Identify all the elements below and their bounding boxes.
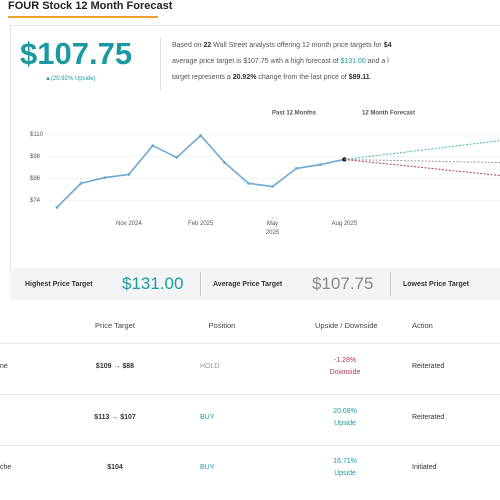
- text-segment: Wall Street analysts offering 12 month p…: [211, 42, 384, 49]
- text-line: target represents a 20.92% change from t…: [172, 70, 500, 86]
- price-point: [151, 144, 155, 147]
- y-tick-label: $98: [30, 154, 41, 160]
- price-point: [79, 181, 83, 185]
- forecast-line: [344, 158, 500, 177]
- price-target: $104: [107, 464, 123, 471]
- price-point: [223, 161, 227, 164]
- text-segment: $4: [383, 42, 392, 49]
- y-tick-label: $86: [30, 176, 41, 182]
- price-point: [271, 185, 274, 188]
- change: 16.71%: [333, 458, 357, 465]
- x-tick-label: Feb 2025: [187, 221, 214, 227]
- forecast-line: [344, 158, 500, 164]
- text-segment: and a l: [365, 58, 389, 65]
- title-underline: [8, 16, 158, 18]
- change: 20.08%: [333, 408, 357, 415]
- price-point: [103, 176, 107, 179]
- price-target: $109 → $88: [95, 363, 135, 370]
- page-title: FOUR Stock 12 Month Forecast: [8, 0, 173, 12]
- direction: Downside: [329, 369, 361, 376]
- price-point: [175, 156, 179, 159]
- target-label: Lowest Price Target: [403, 281, 470, 288]
- separator: [390, 272, 391, 296]
- x-tick-label: Nov 2024: [115, 221, 142, 227]
- position: BUY: [200, 414, 215, 421]
- price-point: [199, 134, 203, 137]
- text-segment: 22: [203, 42, 212, 49]
- x-tick-label: May 2025: [265, 221, 280, 236]
- target-label: Highest Price Target: [25, 281, 93, 288]
- text-line: Based on 22 Wall Street analysts offerin…: [172, 38, 500, 54]
- price-point: [247, 181, 250, 185]
- text-segment: .: [369, 74, 372, 81]
- text-segment: Based on: [172, 42, 204, 49]
- price-change: ▲(20.92% Upside): [45, 76, 96, 82]
- x-tick-label: Aug 2025: [331, 221, 358, 227]
- row-line: [0, 343, 500, 344]
- target-value: $107.75: [312, 274, 374, 293]
- legend-label: Past 12 Months: [272, 111, 317, 117]
- row-line: [0, 445, 500, 446]
- text-segment: 20.92%: [232, 74, 257, 81]
- target-value: $131.00: [122, 274, 184, 293]
- targets-strip: [10, 268, 500, 300]
- forecast-line: [344, 140, 500, 160]
- y-tick-label: $74: [30, 198, 41, 204]
- text-line: average price target is $107.75 with a h…: [172, 54, 500, 70]
- separator: [160, 38, 161, 90]
- price-point: [55, 205, 59, 209]
- action: Reiterated: [412, 363, 445, 370]
- text-segment: $131.00: [340, 58, 366, 65]
- text-segment: change from the last price of: [256, 74, 349, 81]
- price-point: [127, 173, 131, 176]
- price-point: [319, 163, 322, 166]
- change: -1.28%: [333, 357, 357, 364]
- text-segment: average price target is $107.75 with a h…: [172, 58, 341, 65]
- legend-label: 12 Month Forecast: [362, 111, 415, 117]
- column-header: Position: [208, 321, 236, 330]
- column-header: Upside / Downside: [315, 321, 378, 330]
- column-header: Action: [412, 321, 433, 330]
- price-point: [342, 157, 347, 162]
- text-segment: target represents a: [172, 74, 233, 81]
- text-segment: $89.11: [348, 74, 370, 81]
- action: Reiterated: [412, 414, 445, 421]
- position: BUY: [200, 464, 215, 471]
- action: Initiated: [412, 464, 437, 471]
- firm-name: ne: [0, 363, 8, 370]
- column-header: Price Target: [95, 321, 135, 330]
- price-line: [56, 134, 345, 208]
- y-tick-label: $110: [30, 132, 44, 138]
- summary-text: Based on 22 Wall Street analysts offerin…: [172, 38, 500, 86]
- price-point: [295, 167, 298, 170]
- average-price: $107.75: [20, 36, 133, 71]
- price-target: $113 → $107: [94, 414, 136, 421]
- position: HOLD: [200, 363, 220, 370]
- direction: Upside: [334, 420, 356, 427]
- row-line: [0, 394, 500, 395]
- direction: Upside: [334, 470, 356, 477]
- firm-name: che: [0, 464, 12, 471]
- target-label: Average Price Target: [213, 281, 283, 288]
- separator: [200, 272, 201, 296]
